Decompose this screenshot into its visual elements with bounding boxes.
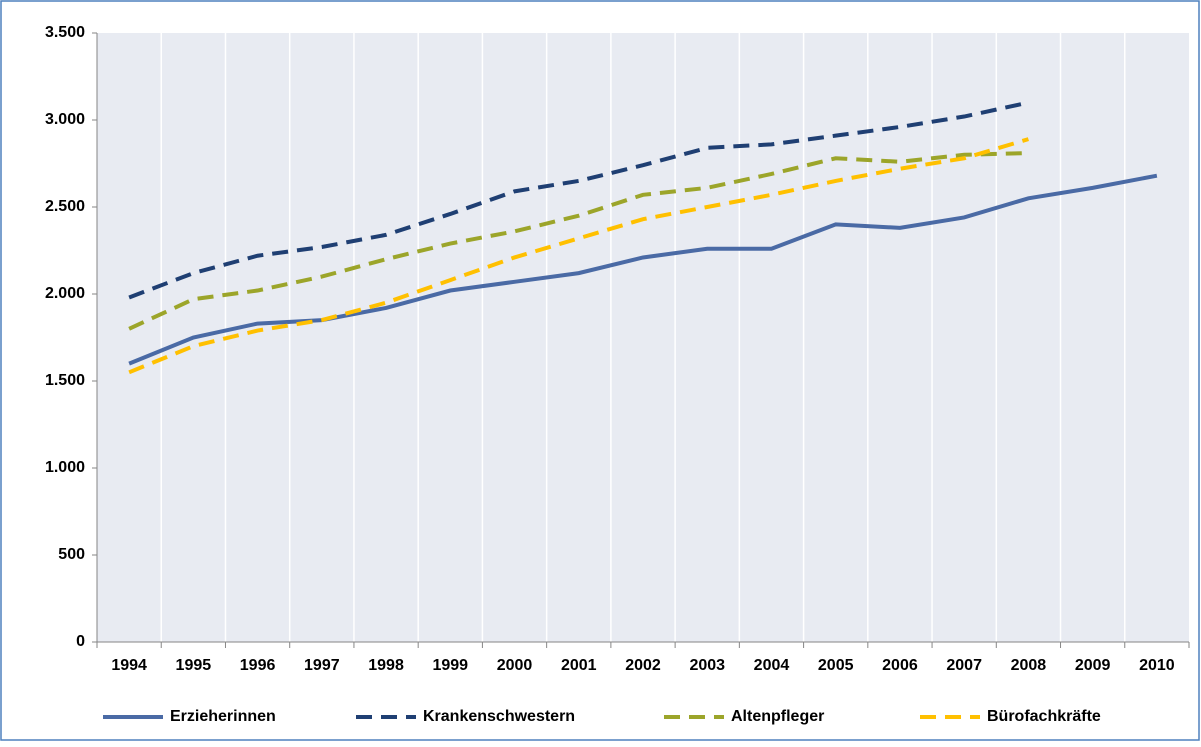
series-line xyxy=(128,137,1029,375)
x-tick-label: 2004 xyxy=(754,657,790,674)
y-tick-label: 1.000 xyxy=(45,459,85,476)
y-tick-label: 3.500 xyxy=(45,24,85,41)
y-tick-label: 2.000 xyxy=(45,285,85,302)
x-tick-label: 2003 xyxy=(689,657,725,674)
legend-label: Altenpfleger xyxy=(731,708,824,725)
x-tick-label: 1998 xyxy=(368,657,404,674)
series-line xyxy=(128,173,1158,366)
y-tick-label: 2.500 xyxy=(45,198,85,215)
y-tick-label: 0 xyxy=(76,633,85,650)
x-tick-label: 2009 xyxy=(1075,657,1111,674)
legend-label: Bürofachkräfte xyxy=(987,708,1101,725)
x-tick-label: 2008 xyxy=(1011,657,1047,674)
x-tick-label: 2002 xyxy=(625,657,661,674)
series-line xyxy=(128,100,1029,300)
x-tick-label: 2005 xyxy=(818,657,854,674)
x-tick-label: 1994 xyxy=(111,657,147,674)
x-tick-label: 1997 xyxy=(304,657,340,674)
y-tick-label: 3.000 xyxy=(45,111,85,128)
y-tick-label: 1.500 xyxy=(45,372,85,389)
x-tick-label: 2010 xyxy=(1139,657,1175,674)
plot-area xyxy=(97,33,1189,642)
legend-label: Krankenschwestern xyxy=(423,708,575,725)
x-tick-label: 1995 xyxy=(176,657,212,674)
x-tick-label: 1996 xyxy=(240,657,276,674)
x-tick-label: 2006 xyxy=(882,657,918,674)
x-tick-label: 2007 xyxy=(946,657,982,674)
series-line xyxy=(128,151,1029,331)
x-tick-label: 2000 xyxy=(497,657,533,674)
x-tick-label: 2001 xyxy=(561,657,597,674)
legend-label: Erzieherinnen xyxy=(170,708,276,725)
y-tick-label: 500 xyxy=(58,546,85,563)
x-tick-label: 1999 xyxy=(432,657,468,674)
